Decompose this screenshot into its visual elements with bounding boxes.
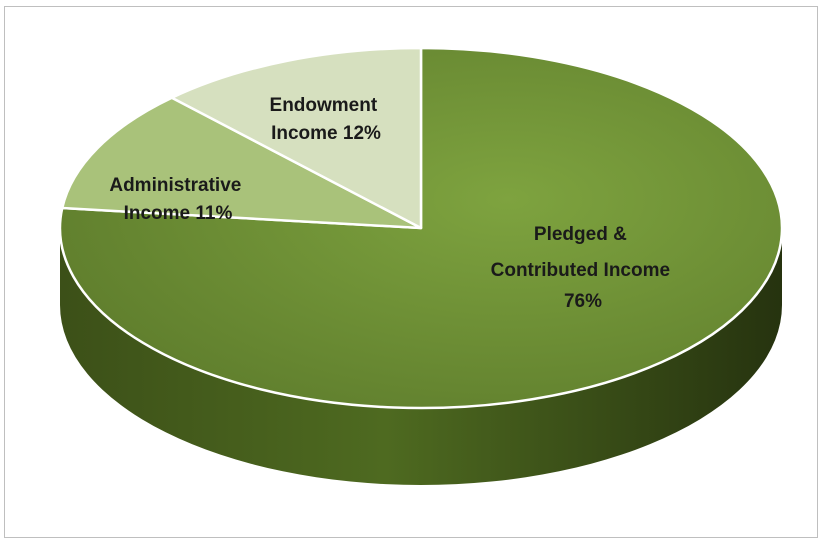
slice-label-administrative: Administrative Income 11% <box>109 175 246 224</box>
pie-side-layer <box>60 228 782 485</box>
pie-slice-endowment <box>170 46 423 230</box>
slice-label-pledged-contributed: Pledged & Contributed Income 76% <box>491 224 676 312</box>
pie-top-layer <box>58 46 784 410</box>
pie-slice-administrative <box>60 96 423 230</box>
slice-label-endowment: Endowment Income 12% <box>270 95 383 144</box>
pie-side-pledged-contributed <box>60 228 782 485</box>
pie-label-layer: Pledged & Contributed Income 76% Adminis… <box>109 95 676 312</box>
